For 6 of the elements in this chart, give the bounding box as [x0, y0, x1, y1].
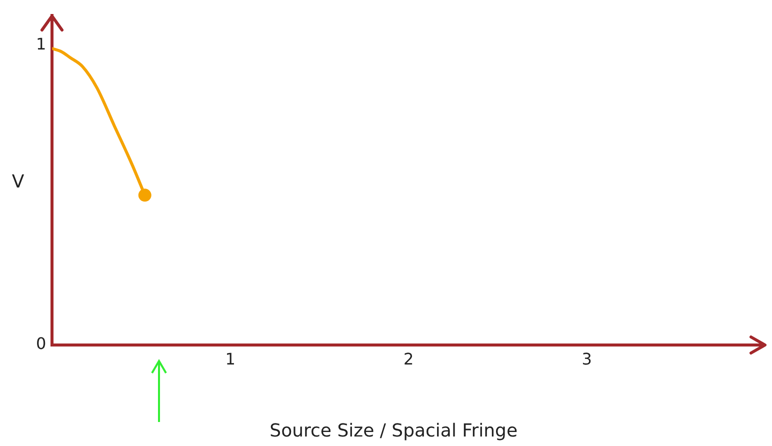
y-tick-label: 0	[36, 334, 46, 353]
y-axis-title: V	[12, 172, 25, 193]
x-tick-label: 1	[225, 350, 236, 369]
x-axis-title: Source Size / Spacial Fringe	[270, 420, 518, 442]
x-tick-label: 3	[582, 350, 592, 369]
x-tick-label: 2	[403, 350, 414, 369]
